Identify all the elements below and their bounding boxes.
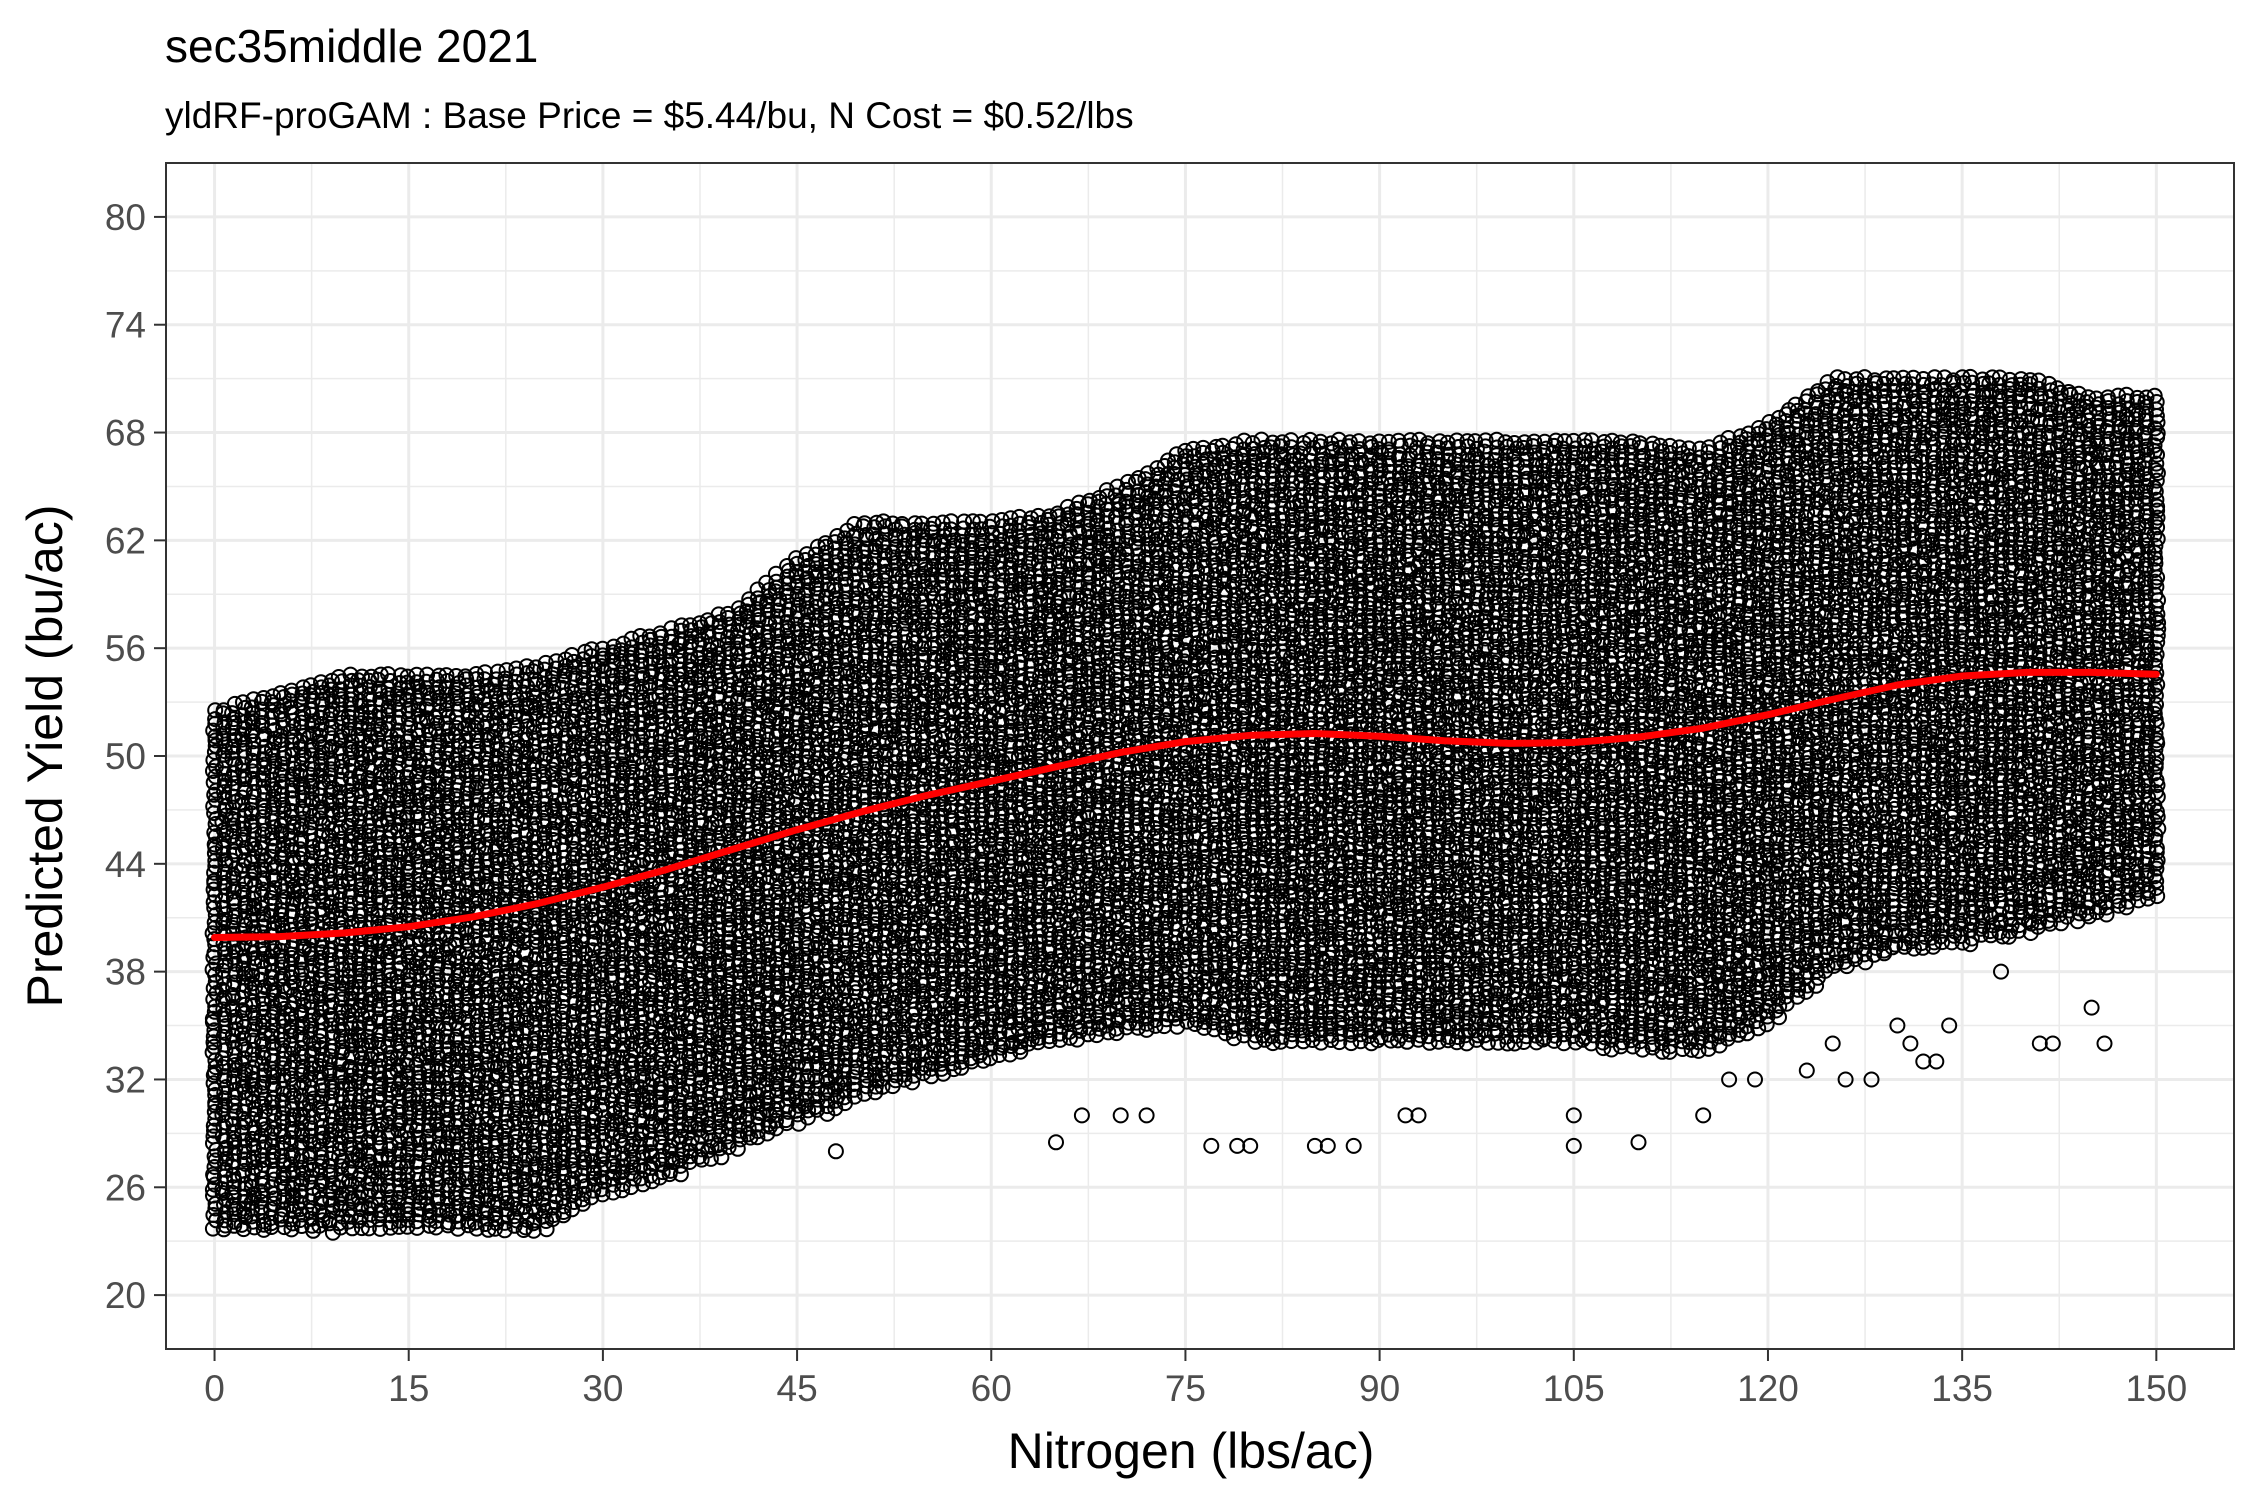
data-point	[255, 766, 272, 783]
data-point	[207, 711, 224, 728]
data-point	[225, 979, 242, 996]
data-point	[235, 1030, 252, 1047]
data-point	[244, 1070, 261, 1087]
data-point	[205, 1028, 222, 1045]
data-point	[225, 878, 242, 895]
data-point	[245, 1021, 262, 1038]
data-point	[207, 715, 224, 732]
data-point	[255, 1008, 272, 1025]
data-point	[245, 784, 262, 800]
data-point	[215, 1072, 232, 1089]
data-point	[235, 1072, 251, 1089]
data-point	[207, 1087, 224, 1103]
data-point	[208, 1141, 225, 1158]
data-point	[225, 1123, 242, 1140]
data-point	[246, 1009, 263, 1026]
data-point	[244, 1064, 261, 1081]
chart-subtitle: yldRF-proGAM : Base Price = $5.44/bu, N …	[165, 95, 1134, 136]
data-point	[235, 886, 252, 903]
data-point	[255, 815, 272, 832]
data-point	[245, 1093, 262, 1110]
data-point	[246, 955, 263, 972]
data-point	[265, 688, 281, 705]
data-point	[255, 995, 272, 1012]
data-point	[244, 714, 261, 731]
data-point	[255, 906, 272, 923]
scatter-points	[204, 368, 2167, 1241]
data-point	[236, 852, 253, 869]
data-point	[234, 832, 251, 848]
data-point	[255, 1001, 272, 1018]
chart-title: sec35middle 2021	[165, 20, 538, 72]
data-point	[245, 885, 262, 902]
data-point	[234, 731, 251, 748]
data-point	[205, 1117, 222, 1134]
data-point	[206, 1122, 222, 1139]
data-point	[236, 1018, 253, 1035]
data-point	[225, 883, 242, 900]
data-point	[226, 695, 243, 712]
data-point	[227, 860, 244, 877]
data-point	[234, 940, 251, 957]
data-point	[225, 1073, 242, 1090]
data-point	[207, 1200, 224, 1217]
data-point	[215, 1221, 232, 1238]
data-point	[206, 914, 223, 931]
data-point	[214, 814, 231, 830]
data-point	[207, 1195, 224, 1212]
data-point	[214, 840, 231, 856]
data-point	[244, 837, 261, 854]
data-point	[205, 774, 222, 791]
data-point	[234, 726, 251, 743]
data-point	[244, 1059, 261, 1076]
data-point	[234, 989, 251, 1006]
data-point	[254, 1187, 271, 1204]
data-point	[244, 763, 261, 780]
data-point	[244, 967, 261, 984]
data-point	[226, 1217, 243, 1234]
data-point	[205, 991, 222, 1008]
data-point	[207, 1081, 224, 1098]
data-point	[255, 1049, 272, 1066]
data-point	[225, 817, 242, 834]
data-point	[206, 864, 223, 881]
data-point	[224, 1027, 241, 1044]
data-point	[215, 1001, 232, 1018]
data-point	[216, 765, 233, 782]
data-point	[206, 1159, 223, 1175]
data-point	[255, 870, 272, 887]
data-point	[216, 1085, 233, 1102]
data-point	[215, 822, 232, 839]
data-point	[243, 1179, 260, 1196]
data-point	[254, 1055, 271, 1072]
